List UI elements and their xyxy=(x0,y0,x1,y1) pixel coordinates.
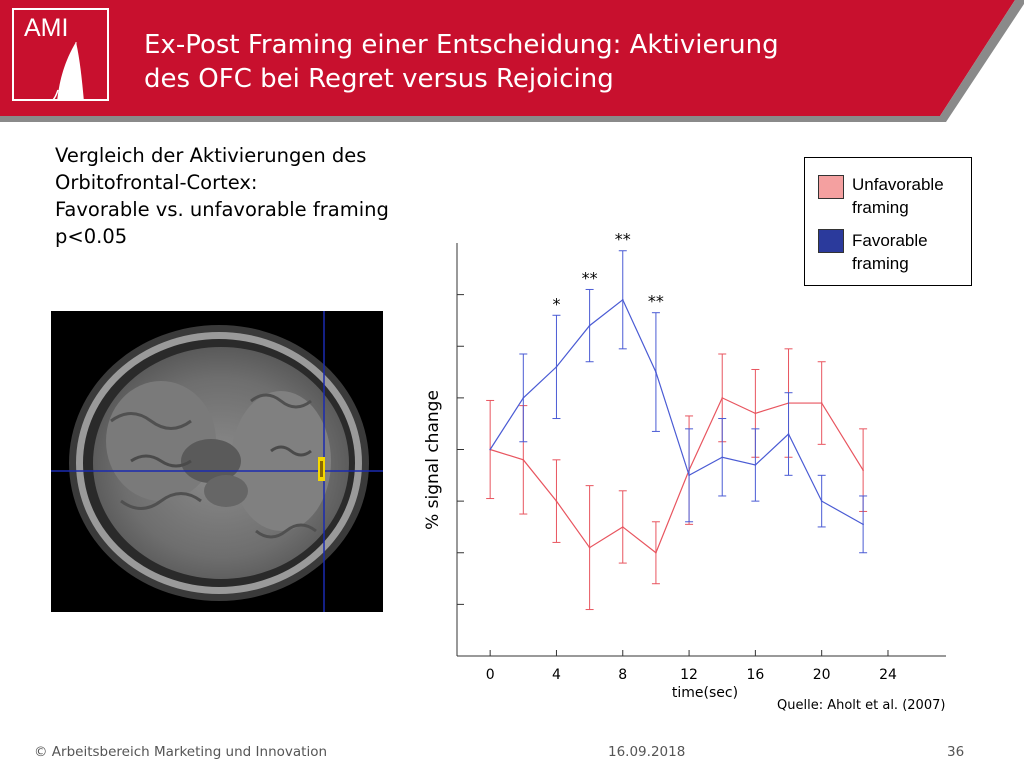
y-axis-label: % signal change xyxy=(423,390,443,530)
brain-mri-image xyxy=(51,311,383,612)
significance-star: ** xyxy=(582,268,598,287)
title-line-2: des OFC bei Regret versus Rejoicing xyxy=(144,64,614,94)
x-tick-label: 20 xyxy=(813,667,831,683)
x-tick-label: 24 xyxy=(879,667,897,683)
data-point xyxy=(787,433,790,435)
data-point xyxy=(522,459,525,461)
legend-swatch-unfavorable xyxy=(818,175,844,199)
data-point xyxy=(555,500,558,502)
data-point xyxy=(655,551,657,554)
x-axis-label: time(sec) xyxy=(672,685,738,701)
legend-label-favorable: Favorable framing xyxy=(852,231,928,273)
description-line-2: Orbitofrontal-Cortex: xyxy=(55,171,258,194)
x-tick-label: 16 xyxy=(746,667,764,683)
data-point xyxy=(721,397,724,399)
series-line xyxy=(489,397,864,554)
significance-star: ** xyxy=(648,292,664,311)
footer-page-number: 36 xyxy=(947,744,965,760)
x-tick-label: 8 xyxy=(618,667,627,683)
data-point xyxy=(862,469,864,471)
header-background xyxy=(0,0,1024,122)
x-tick-label: 0 xyxy=(486,667,495,683)
data-point xyxy=(655,371,657,373)
page-title: Ex-Post Framing einer Entscheidung: Akti… xyxy=(144,28,904,96)
series-line xyxy=(489,298,864,525)
x-tick-label: 12 xyxy=(680,667,698,683)
data-point xyxy=(621,526,624,528)
title-line-1: Ex-Post Framing einer Entscheidung: Akti… xyxy=(144,30,779,60)
chart-axes: 0 4 8 12 16 20 24 xyxy=(456,243,946,683)
data-point xyxy=(754,464,757,466)
series-favorable xyxy=(489,250,868,554)
data-point xyxy=(621,298,624,301)
series-unfavorable xyxy=(486,348,868,611)
data-point xyxy=(489,448,491,451)
ami-logo: AMI xyxy=(12,8,109,101)
data-point xyxy=(820,402,823,404)
data-point xyxy=(688,474,690,477)
logo-text: AMI xyxy=(24,14,69,42)
data-point xyxy=(588,324,591,327)
data-point xyxy=(588,546,591,549)
description-line-4: p<0.05 xyxy=(55,225,128,248)
legend-swatch-favorable xyxy=(818,229,844,253)
data-point xyxy=(555,366,558,368)
significance-markers: ******* xyxy=(552,230,663,314)
footer-date: 16.09.2018 xyxy=(608,744,686,760)
sail-icon xyxy=(52,42,84,99)
data-point xyxy=(522,397,525,399)
data-point xyxy=(721,456,724,459)
header-banner: AMI Ex-Post Framing einer Entscheidung: … xyxy=(0,0,1024,124)
source-citation: Quelle: Aholt et al. (2007) xyxy=(777,698,946,713)
description-text: Vergleich der Aktivierungen des Orbitofr… xyxy=(55,142,389,250)
data-point xyxy=(820,500,823,502)
data-point xyxy=(862,523,864,526)
chart-legend: Unfavorable framing Favorable framing xyxy=(804,157,972,286)
legend-label-unfavorable: Unfavorable framing xyxy=(852,175,944,217)
description-line-1: Vergleich der Aktivierungen des xyxy=(55,144,367,167)
data-point xyxy=(754,412,757,415)
significance-star: * xyxy=(552,294,560,313)
significance-star: ** xyxy=(615,230,631,249)
footer-copyright: © Arbeitsbereich Marketing und Innovatio… xyxy=(34,744,328,760)
x-tick-label: 4 xyxy=(552,667,561,683)
chart-series xyxy=(486,250,868,611)
description-line-3: Favorable vs. unfavorable framing xyxy=(55,198,389,221)
